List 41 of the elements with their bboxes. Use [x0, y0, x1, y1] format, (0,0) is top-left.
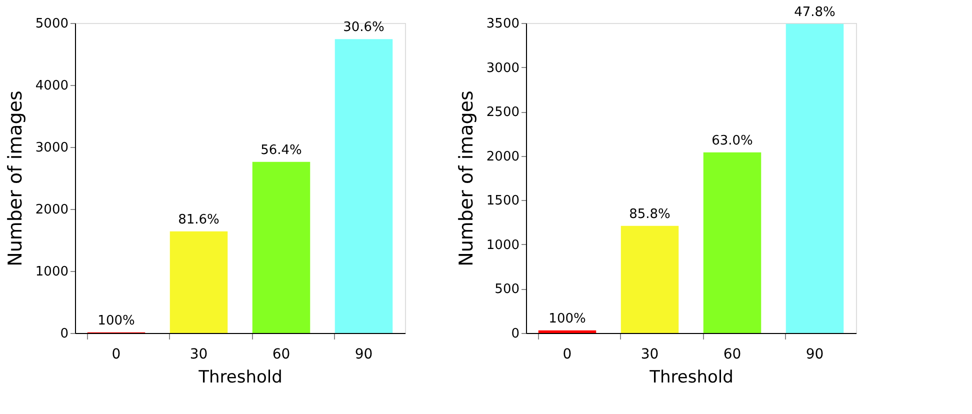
x-tick-label: 0: [562, 346, 572, 362]
y-axis-title: Number of images: [4, 90, 26, 266]
y-tick-label: 2000: [35, 202, 68, 218]
y-tick-label: 2000: [486, 149, 520, 164]
bar: [252, 162, 310, 333]
bar: [538, 330, 596, 333]
x-tick-label: 90: [354, 346, 373, 362]
y-tick-label: 0: [60, 326, 68, 342]
y-axis-title: Number of images: [455, 90, 478, 266]
x-tick-label: 0: [112, 346, 121, 362]
x-tick-label: 60: [723, 346, 742, 362]
annotation: 56.4%: [260, 142, 302, 158]
y-tick-label: 1000: [35, 264, 68, 280]
y-tick-label: 5000: [35, 16, 68, 32]
annotation: 63.0%: [712, 133, 753, 148]
y-tick-label: 3000: [486, 60, 520, 76]
x-tick-label: 60: [272, 346, 290, 362]
y-tick-label: 3000: [35, 140, 68, 156]
x-axis-title: Threshold: [648, 368, 734, 388]
bar: [170, 231, 228, 333]
annotation: 100%: [548, 311, 586, 326]
annotation: 100%: [98, 313, 135, 328]
y-tick-label: 0: [511, 326, 520, 342]
annotation: 47.8%: [794, 4, 836, 20]
y-tick-label: 3500: [486, 16, 520, 32]
y-tick-label: 2500: [486, 105, 520, 120]
annotation: 30.6%: [343, 20, 384, 36]
x-tick-label: 30: [640, 346, 659, 362]
bar: [334, 39, 393, 333]
y-tick-label: 4000: [35, 78, 68, 94]
y-tick-label: 500: [494, 282, 520, 298]
x-tick-label: 90: [806, 346, 824, 362]
bar: [703, 152, 762, 333]
bar: [620, 226, 679, 333]
bar: [786, 24, 844, 333]
annotation: 85.8%: [629, 206, 670, 222]
x-axis-title: Threshold: [198, 368, 282, 388]
y-tick-label: 1000: [486, 238, 520, 253]
x-tick-label: 30: [190, 346, 208, 362]
annotation: 81.6%: [178, 212, 220, 228]
y-tick-label: 1500: [486, 194, 520, 209]
